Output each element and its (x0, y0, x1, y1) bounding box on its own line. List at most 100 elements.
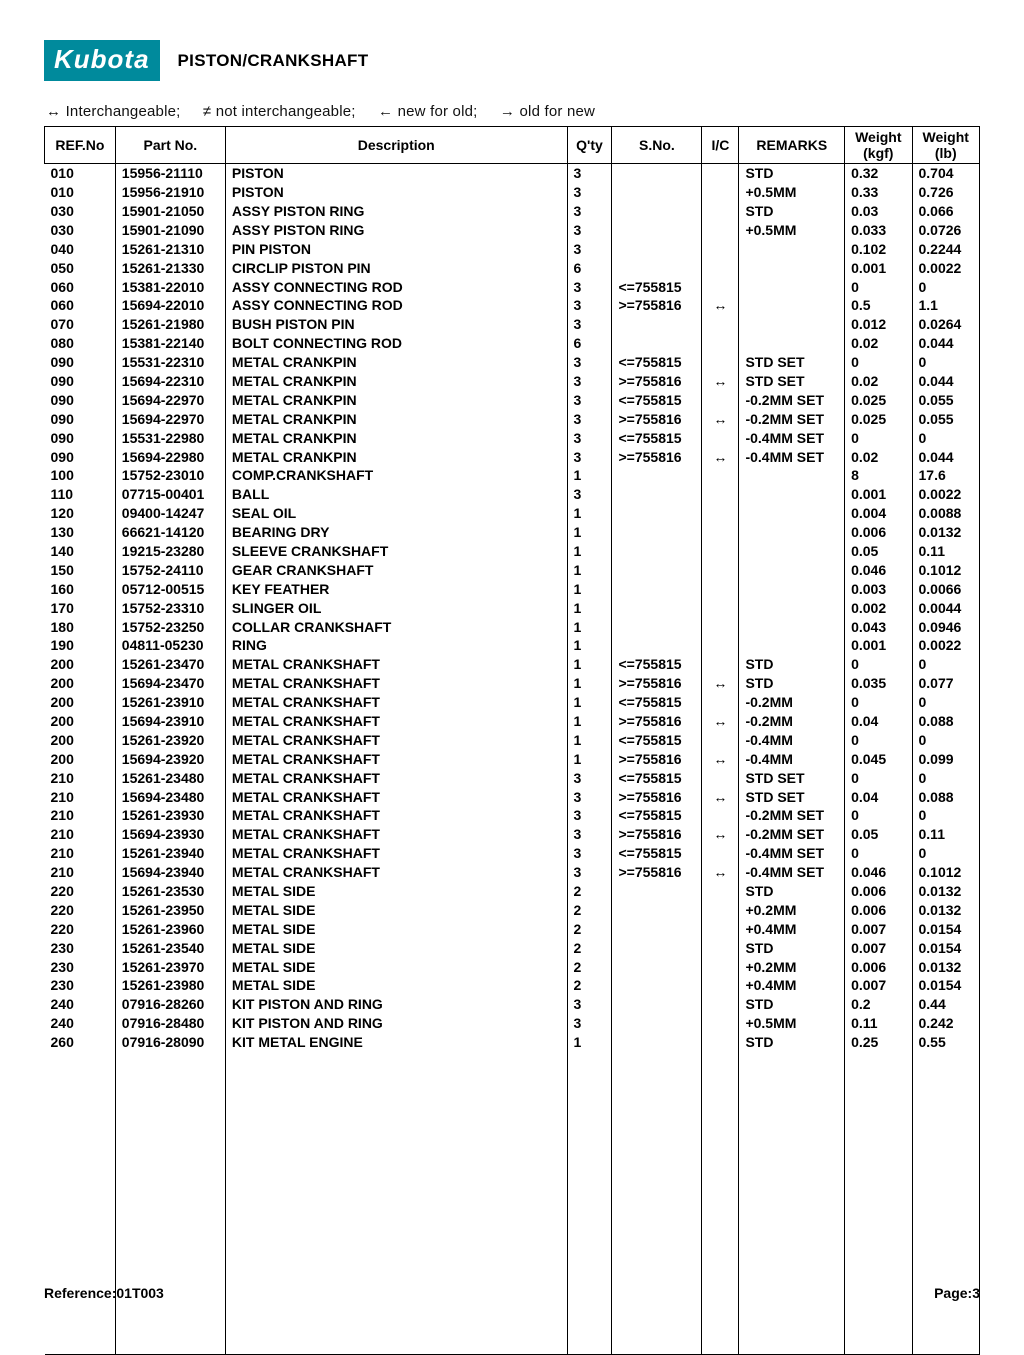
cell-ic (702, 580, 739, 599)
cell-ref: 200 (45, 693, 116, 712)
cell-part: 15694-23910 (115, 712, 225, 731)
cell-qty: 3 (567, 372, 612, 391)
cell-kgf: 0.043 (845, 618, 912, 637)
cell-kgf: 0.05 (845, 825, 912, 844)
cell-rem: -0.4MM SET (739, 429, 845, 448)
cell-kgf: 0 (845, 353, 912, 372)
cell-desc: METAL CRANKSHAFT (225, 750, 567, 769)
cell-qty: 1 (567, 636, 612, 655)
cell-ref: 210 (45, 825, 116, 844)
cell-qty: 3 (567, 315, 612, 334)
cell-kgf: 0 (845, 844, 912, 863)
table-row-empty (45, 1165, 980, 1184)
cell-desc: METAL CRANKPIN (225, 410, 567, 429)
cell-part: 15694-22010 (115, 296, 225, 315)
cell-ref: 090 (45, 353, 116, 372)
cell-qty: 1 (567, 712, 612, 731)
cell-sno (612, 466, 702, 485)
cell-part: 15261-23480 (115, 769, 225, 788)
cell-part: 07916-28090 (115, 1033, 225, 1052)
cell-lb: 0.0132 (912, 901, 980, 920)
cell-desc: METAL CRANKPIN (225, 353, 567, 372)
cell-desc: BOLT CONNECTING ROD (225, 334, 567, 353)
legend-interchangeable: ↔ Interchangeable; (46, 103, 181, 120)
cell-kgf: 0.11 (845, 1014, 912, 1033)
cell-ic (702, 844, 739, 863)
cell-sno (612, 164, 702, 183)
table-row: 21015261-23930METAL CRANKSHAFT3<=755815-… (45, 806, 980, 825)
cell-kgf: 0.5 (845, 296, 912, 315)
cell-qty: 3 (567, 353, 612, 372)
cell-part: 15694-22970 (115, 391, 225, 410)
cell-rem: -0.2MM SET (739, 825, 845, 844)
cell-rem: +0.4MM (739, 976, 845, 995)
cell-desc: ASSY PISTON RING (225, 221, 567, 240)
table-row: 21015261-23480METAL CRANKSHAFT3<=755815S… (45, 769, 980, 788)
cell-ic (702, 429, 739, 448)
cell-part: 07715-00401 (115, 485, 225, 504)
cell-ic (702, 636, 739, 655)
cell-part: 15956-21110 (115, 164, 225, 183)
cell-qty: 1 (567, 542, 612, 561)
cell-ref: 230 (45, 976, 116, 995)
cell-ic (702, 958, 739, 977)
cell-part: 15261-23470 (115, 655, 225, 674)
cell-rem (739, 259, 845, 278)
table-row-empty (45, 1128, 980, 1147)
cell-desc: METAL CRANKPIN (225, 448, 567, 467)
cell-part: 05712-00515 (115, 580, 225, 599)
cell-sno (612, 315, 702, 334)
cell-ref: 220 (45, 920, 116, 939)
cell-qty: 1 (567, 504, 612, 523)
col-part: Part No. (115, 127, 225, 164)
table-row: 22015261-23950METAL SIDE2+0.2MM0.0060.01… (45, 901, 980, 920)
cell-kgf: 0.33 (845, 183, 912, 202)
cell-part: 15694-22310 (115, 372, 225, 391)
cell-desc: METAL CRANKSHAFT (225, 844, 567, 863)
cell-kgf: 0.004 (845, 504, 912, 523)
cell-ref: 210 (45, 769, 116, 788)
cell-sno: <=755815 (612, 353, 702, 372)
col-ic: I/C (702, 127, 739, 164)
table-row: 05015261-21330CIRCLIP PISTON PIN60.0010.… (45, 259, 980, 278)
cell-ic: ↔ (702, 788, 739, 807)
cell-sno (612, 995, 702, 1014)
cell-rem (739, 561, 845, 580)
cell-ic (702, 655, 739, 674)
cell-sno: <=755815 (612, 655, 702, 674)
cell-qty: 1 (567, 580, 612, 599)
cell-qty: 1 (567, 466, 612, 485)
cell-ref: 010 (45, 183, 116, 202)
cell-kgf: 0.007 (845, 976, 912, 995)
cell-ref: 150 (45, 561, 116, 580)
cell-rem: +0.5MM (739, 1014, 845, 1033)
cell-qty: 6 (567, 334, 612, 353)
cell-desc: SEAL OIL (225, 504, 567, 523)
cell-kgf: 0 (845, 693, 912, 712)
cell-ref: 040 (45, 240, 116, 259)
cell-lb: 0 (912, 353, 980, 372)
table-row: 06015694-22010ASSY CONNECTING ROD3>=7558… (45, 296, 980, 315)
cell-lb: 0 (912, 731, 980, 750)
cell-kgf: 0.003 (845, 580, 912, 599)
cell-rem (739, 296, 845, 315)
cell-qty: 3 (567, 863, 612, 882)
cell-kgf: 0.035 (845, 674, 912, 693)
cell-qty: 6 (567, 259, 612, 278)
cell-ref: 180 (45, 618, 116, 637)
cell-lb: 0.0154 (912, 939, 980, 958)
cell-lb: 0 (912, 769, 980, 788)
cell-ic (702, 466, 739, 485)
cell-rem: STD (739, 202, 845, 221)
cell-sno: >=755816 (612, 372, 702, 391)
cell-qty: 1 (567, 1033, 612, 1052)
cell-rem: -0.4MM SET (739, 448, 845, 467)
table-row: 17015752-23310SLINGER OIL10.0020.0044 (45, 599, 980, 618)
cell-ic (702, 183, 739, 202)
table-row: 20015694-23920METAL CRANKSHAFT1>=755816↔… (45, 750, 980, 769)
cell-rem (739, 580, 845, 599)
cell-qty: 3 (567, 164, 612, 183)
table-row: 03015901-21090ASSY PISTON RING3+0.5MM0.0… (45, 221, 980, 240)
cell-part: 15531-22310 (115, 353, 225, 372)
table-row: 22015261-23530METAL SIDE2STD0.0060.0132 (45, 882, 980, 901)
